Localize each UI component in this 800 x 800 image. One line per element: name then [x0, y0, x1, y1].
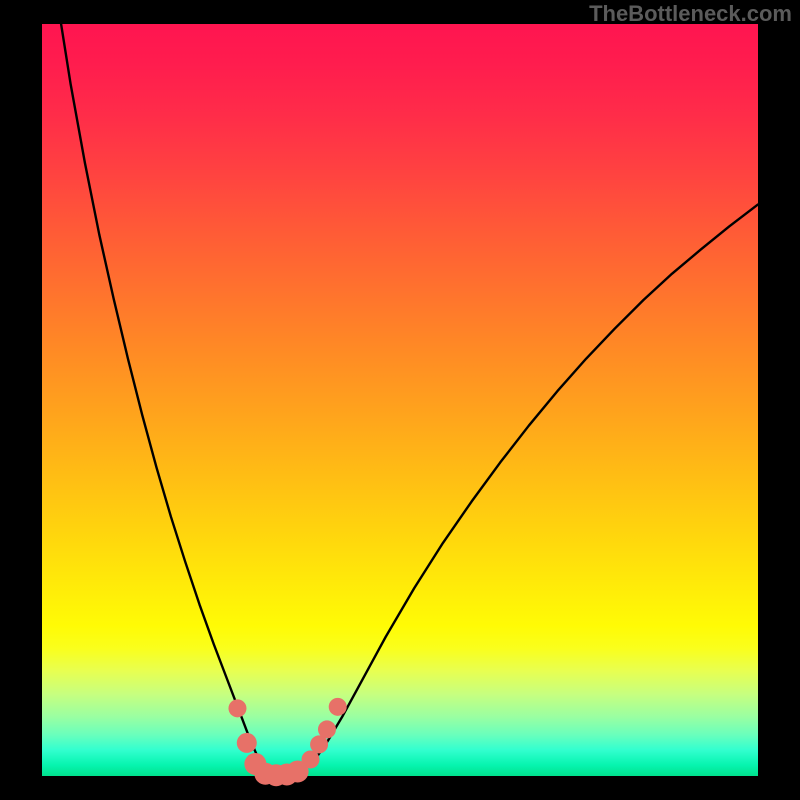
data-marker — [329, 698, 347, 716]
bottleneck-chart — [0, 0, 800, 800]
data-marker — [318, 720, 336, 738]
data-marker — [237, 733, 257, 753]
chart-container: TheBottleneck.com — [0, 0, 800, 800]
watermark-text: TheBottleneck.com — [589, 1, 792, 27]
data-marker — [302, 750, 320, 768]
plot-background — [42, 24, 758, 776]
data-marker — [228, 699, 246, 717]
